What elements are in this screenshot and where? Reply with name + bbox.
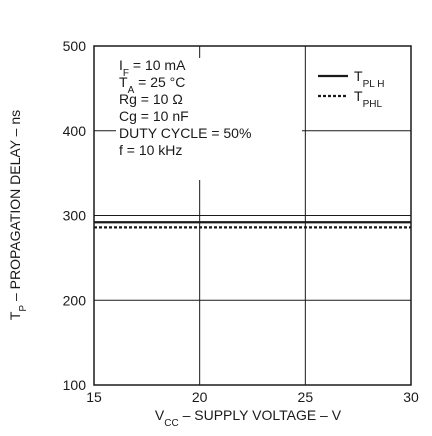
x-tick-labels: 15 20 25 30 — [86, 389, 419, 405]
y-tick-label-300: 300 — [63, 208, 87, 224]
x-tick-label-30: 30 — [403, 389, 419, 405]
x-axis-title-text: VCC – SUPPLY VOLTAGE – V — [155, 407, 342, 429]
condition-line-4: Cg = 10 nF — [119, 108, 189, 124]
x-tick-label-15: 15 — [86, 389, 102, 405]
legend-box — [311, 58, 409, 102]
condition-line-1: IF = 10 mA — [119, 57, 186, 79]
condition-line-6: f = 10 kHz — [119, 142, 182, 158]
series-layer — [94, 221, 411, 229]
x-tick-label-25: 25 — [298, 389, 314, 405]
condition-line-3: Rg = 10 Ω — [119, 91, 183, 107]
y-tick-labels: 100 200 300 400 500 — [63, 38, 87, 393]
legend-label-tplh: TPL H — [354, 68, 384, 90]
y-tick-label-400: 400 — [63, 123, 87, 139]
conditions-box — [116, 58, 302, 180]
condition-line-5: DUTY CYCLE = 50% — [119, 125, 251, 141]
x-tick-label-20: 20 — [192, 389, 208, 405]
y-tick-label-200: 200 — [63, 292, 87, 308]
y-axis-title: TP – PROPAGATION DELAY – ns — [7, 110, 29, 320]
y-axis-title-text: TP – PROPAGATION DELAY – ns — [7, 110, 29, 320]
legend-label-tphl: TPHL — [354, 88, 382, 110]
x-axis-title: VCC – SUPPLY VOLTAGE – V — [155, 407, 342, 429]
y-tick-label-100: 100 — [63, 377, 87, 393]
plot-frame — [93, 45, 412, 386]
y-tick-label-500: 500 — [63, 38, 87, 54]
condition-line-2: TA = 25 °C — [119, 74, 185, 96]
